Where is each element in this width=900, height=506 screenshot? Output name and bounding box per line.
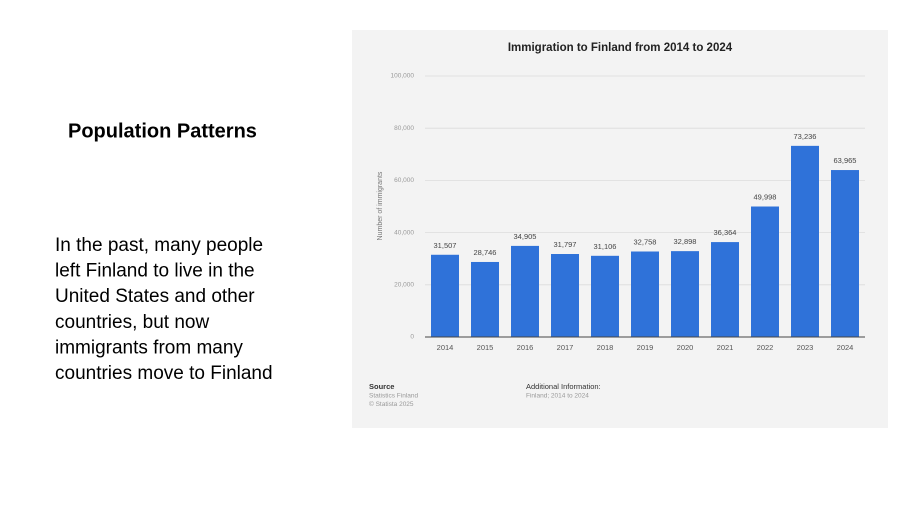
bar — [431, 254, 459, 337]
body-text: In the past, many people — [55, 235, 263, 256]
value-label: 34,905 — [514, 232, 537, 241]
bar — [511, 245, 539, 337]
x-tick-label: 2024 — [837, 343, 854, 352]
value-label: 73,236 — [794, 132, 817, 141]
body-text: countries move to Finland — [55, 363, 273, 384]
bar — [551, 254, 579, 337]
y-tick-label: 100,000 — [391, 73, 415, 80]
bar — [831, 170, 859, 337]
value-label: 28,746 — [474, 248, 497, 257]
y-tick-label: 40,000 — [394, 229, 414, 236]
value-label: 32,758 — [634, 237, 657, 246]
value-label: 31,507 — [434, 241, 457, 250]
value-label: 31,797 — [554, 240, 577, 249]
bar — [471, 261, 499, 337]
source-text: Statistics Finland — [369, 393, 419, 400]
x-tick-label: 2021 — [717, 343, 734, 352]
y-tick-label: 80,000 — [394, 125, 414, 132]
body-text: United States and other — [55, 286, 255, 307]
info-title: Additional Information: — [526, 382, 601, 391]
x-tick-label: 2015 — [477, 343, 494, 352]
x-tick-label: 2017 — [557, 343, 574, 352]
y-tick-label: 20,000 — [394, 282, 414, 289]
bar — [751, 206, 779, 337]
value-label: 32,898 — [674, 237, 697, 246]
y-tick-label: 60,000 — [394, 177, 414, 184]
y-tick-label: 0 — [410, 334, 414, 341]
source-text: © Statista 2025 — [369, 400, 414, 408]
bar — [591, 255, 619, 337]
value-label: 31,106 — [594, 242, 617, 251]
value-label: 63,965 — [834, 156, 857, 165]
x-tick-label: 2022 — [757, 343, 774, 352]
x-tick-label: 2018 — [597, 343, 614, 352]
body-text: immigrants from many — [55, 337, 243, 358]
bar — [631, 251, 659, 337]
y-axis-label: Number of immigrants — [377, 171, 384, 240]
x-tick-label: 2014 — [437, 343, 454, 352]
info-text: Finland; 2014 to 2024 — [526, 393, 589, 400]
value-label: 49,998 — [754, 192, 777, 201]
source-title: Source — [369, 382, 394, 391]
chart-title: Immigration to Finland from 2014 to 2024 — [508, 42, 733, 54]
slide-heading: Population Patterns — [68, 120, 257, 142]
x-tick-label: 2023 — [797, 343, 814, 352]
body-text: countries, but now — [55, 312, 209, 333]
x-tick-label: 2020 — [677, 343, 694, 352]
value-label: 36,364 — [714, 228, 737, 237]
bar — [711, 242, 739, 337]
bar — [791, 145, 819, 337]
bar — [671, 251, 699, 337]
x-tick-label: 2016 — [517, 343, 534, 352]
body-text: left Finland to live in the — [55, 261, 255, 282]
x-tick-label: 2019 — [637, 343, 654, 352]
